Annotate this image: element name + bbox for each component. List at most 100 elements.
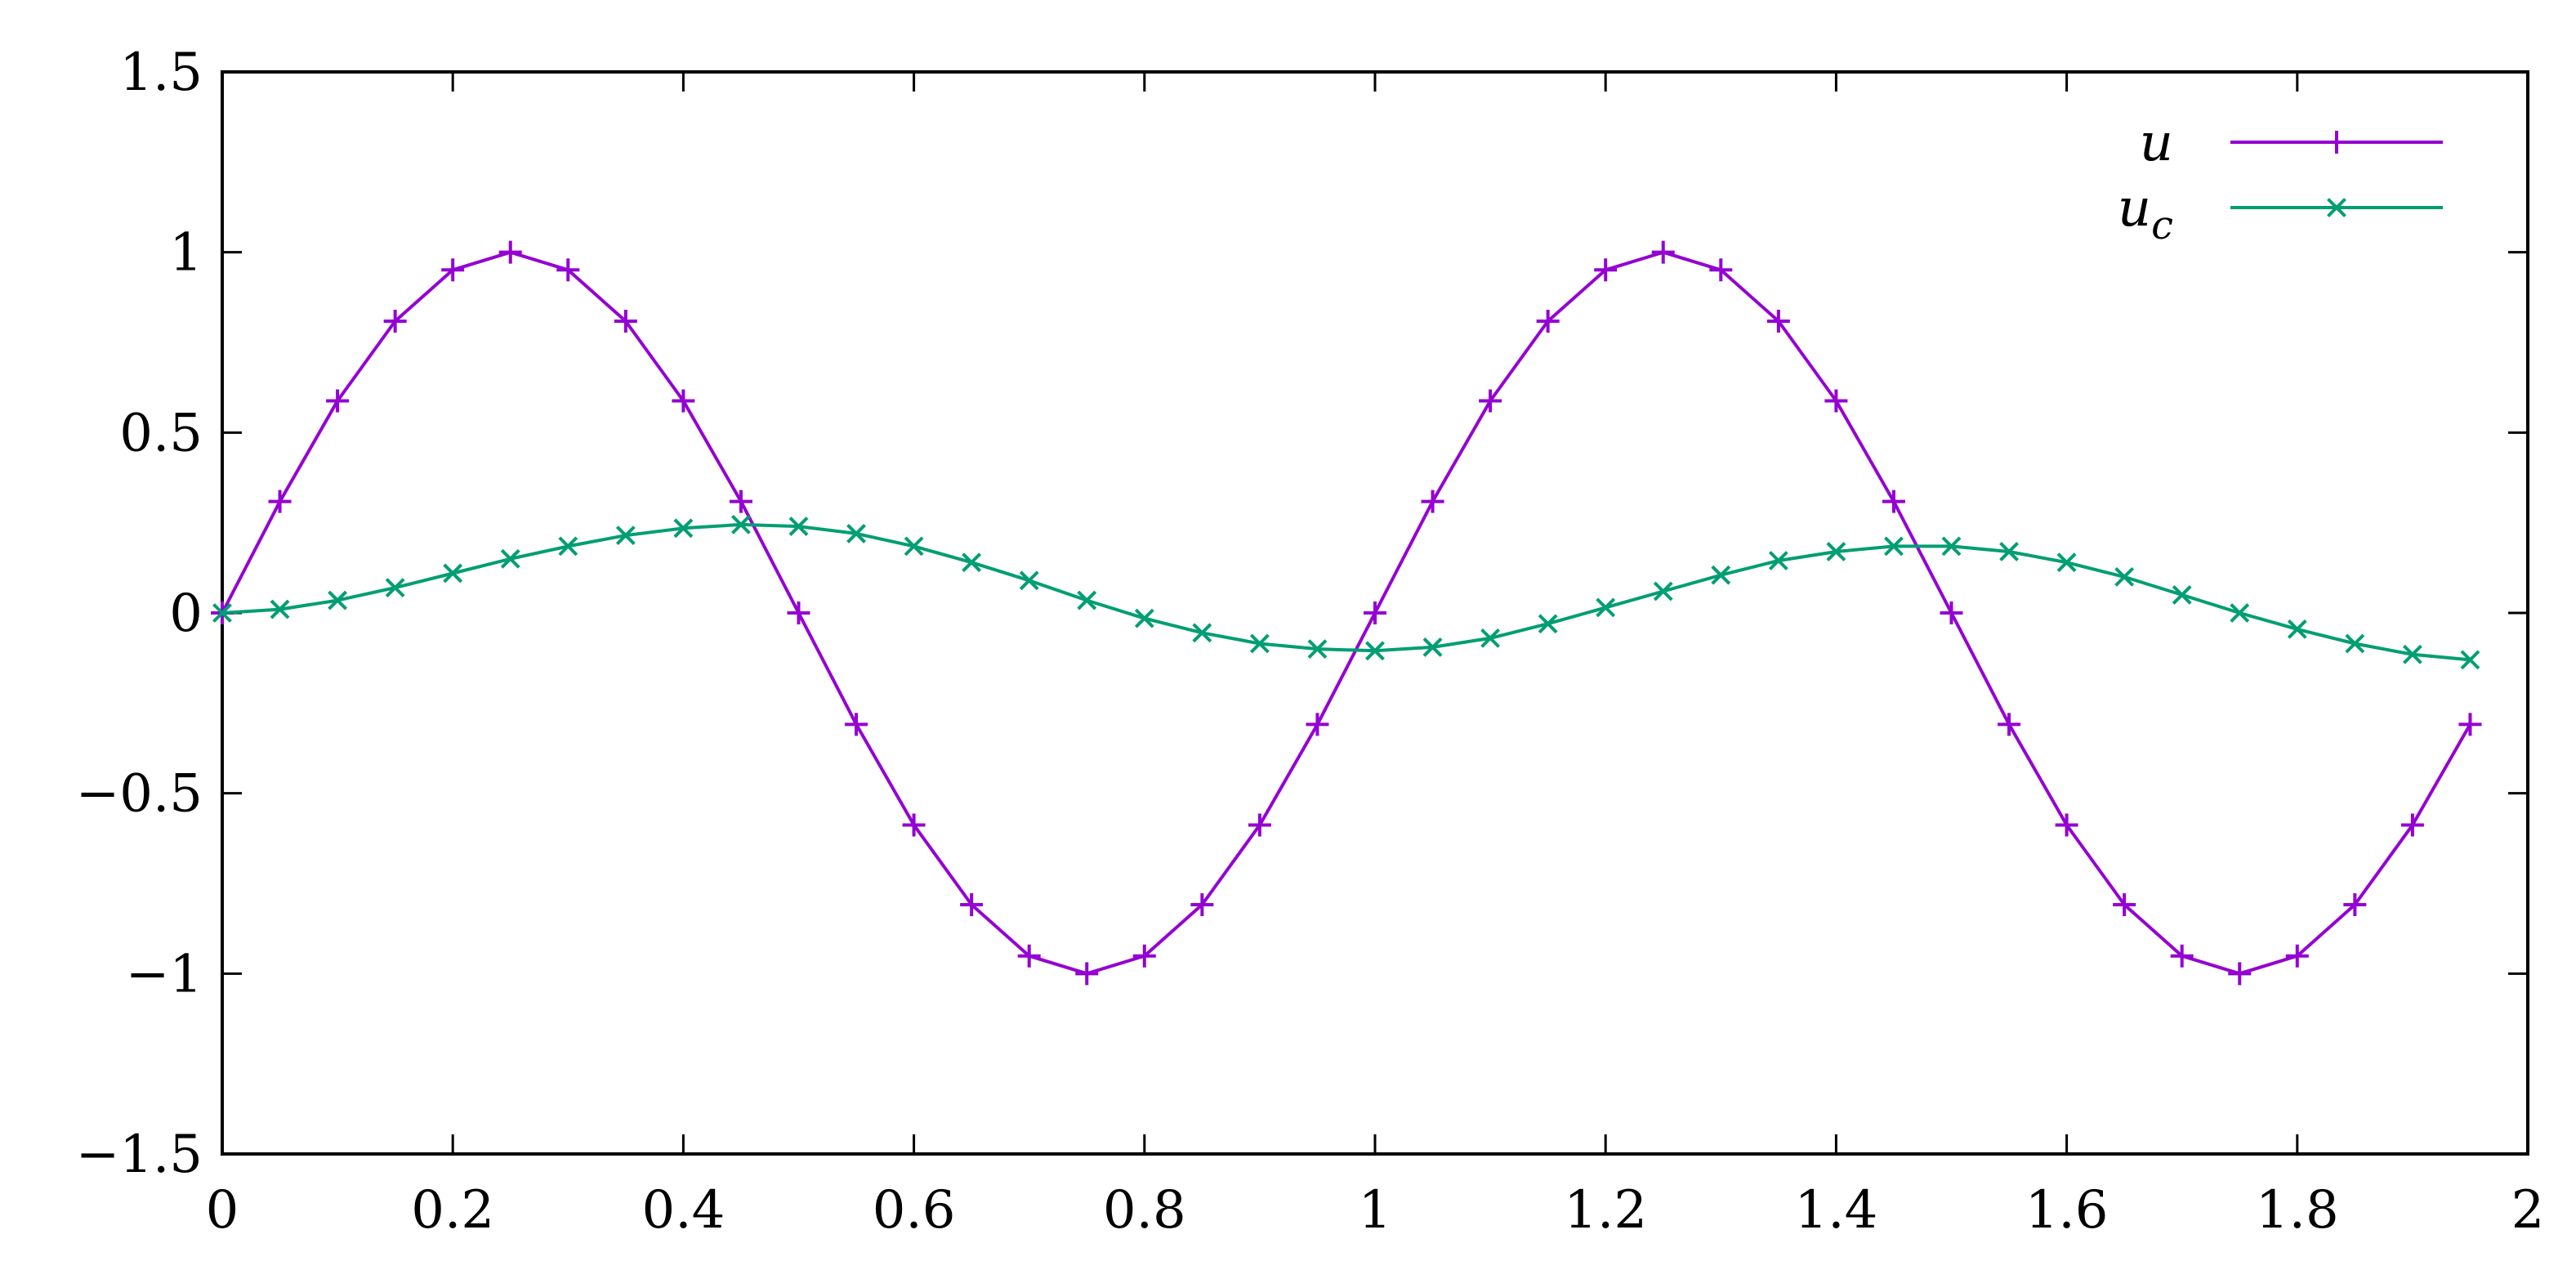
legend-label-subscript: c: [2151, 203, 2173, 248]
series-line: [221, 522, 2471, 662]
data-point: [1306, 713, 1329, 736]
data-point: [1651, 240, 1675, 264]
data-point: [2402, 644, 2422, 664]
x-tick-label: 0.4: [642, 1180, 725, 1241]
data-point: [1711, 565, 1731, 585]
data-point: [1596, 597, 1616, 618]
y-tick-label: 0.5: [119, 403, 203, 463]
data-point: [902, 813, 926, 837]
data-point: [2345, 633, 2365, 654]
data-point: [1999, 542, 2019, 561]
data-point: [1941, 536, 1962, 557]
data-point: [1709, 258, 1733, 282]
data-point: [556, 258, 580, 282]
series-layer: [211, 240, 2482, 986]
data-point: [1826, 542, 1846, 561]
data-point: [845, 713, 868, 736]
y-tick-label: −1.5: [76, 1125, 203, 1185]
axes: 0 0.2 0.4 0.6 0.8 1 1.2 1.4 1.6 1.8 2 −1.5 −1 −0.5 0 0.…: [76, 42, 2545, 1241]
data-point: [1480, 628, 1501, 648]
data-point: [498, 240, 522, 264]
data-point: [2460, 650, 2480, 670]
series-uc: [212, 514, 2480, 670]
data-point: [1479, 389, 1502, 413]
data-point: [2114, 566, 2135, 587]
x-tick-label: 1.8: [2256, 1180, 2339, 1241]
x-tick-label: 1.2: [1564, 1180, 1647, 1241]
data-point: [1075, 962, 1099, 986]
series-u: [211, 240, 2482, 986]
data-point: [2325, 131, 2348, 154]
data-point: [1307, 639, 1328, 660]
y-tick-label: 1: [169, 223, 203, 284]
data-point: [2172, 585, 2192, 605]
data-point: [787, 601, 810, 624]
y-tick-label: −1: [126, 944, 203, 1004]
legend-label: uc: [2118, 178, 2173, 248]
data-point: [1884, 536, 1904, 557]
data-point: [2055, 813, 2078, 837]
legend: uuc: [2118, 113, 2443, 248]
legend-label-text: u: [2118, 178, 2151, 239]
data-point: [500, 548, 520, 569]
data-point: [614, 309, 637, 333]
data-point: [2285, 944, 2309, 968]
data-point: [268, 490, 292, 513]
data-point: [2170, 944, 2194, 968]
data-point: [2343, 893, 2367, 917]
x-tick-label: 1.6: [2025, 1180, 2109, 1241]
y-tick-label: 0: [169, 584, 203, 644]
data-point: [2230, 603, 2250, 623]
data-point: [1017, 944, 1041, 968]
data-point: [962, 552, 982, 573]
data-point: [1077, 590, 1097, 610]
data-point: [731, 514, 751, 534]
data-point: [2287, 619, 2307, 639]
data-point: [270, 599, 290, 619]
data-point: [1190, 893, 1214, 917]
x-tick-label: 0.6: [873, 1180, 956, 1241]
data-point: [385, 578, 405, 598]
data-point: [2400, 813, 2424, 837]
data-point: [1249, 633, 1270, 654]
data-point: [1019, 570, 1039, 591]
x-tick-label: 2: [2511, 1180, 2545, 1241]
data-point: [1132, 944, 1156, 968]
data-point: [729, 490, 752, 513]
x-tick-label: 1: [1359, 1180, 1392, 1241]
x-tick-label: 0: [206, 1180, 239, 1241]
data-point: [960, 893, 984, 917]
data-point: [1538, 614, 1558, 634]
data-point: [326, 389, 350, 413]
data-point: [1536, 309, 1560, 333]
data-point: [1421, 490, 1444, 513]
x-tick-label: 0.2: [411, 1180, 494, 1241]
data-point: [558, 536, 578, 557]
legend-label-text: u: [2140, 113, 2173, 173]
data-point: [846, 523, 866, 543]
data-point: [2056, 552, 2077, 573]
data-point: [328, 590, 348, 610]
data-point: [1882, 490, 1905, 513]
legend-item: uc: [2118, 178, 2443, 248]
x-tick-label: 0.8: [1103, 1180, 1186, 1241]
data-point: [212, 603, 232, 623]
data-point: [1365, 641, 1385, 661]
data-point: [672, 389, 695, 413]
series-line: [221, 250, 2472, 976]
y-tick-label: −0.5: [76, 764, 203, 825]
legend-label: u: [2140, 113, 2173, 173]
x-tick-label: 1.4: [1795, 1180, 1878, 1241]
data-point: [1766, 309, 1790, 333]
data-point: [383, 309, 407, 333]
data-point: [2458, 713, 2482, 736]
data-point: [2228, 962, 2252, 986]
data-point: [1192, 623, 1212, 643]
y-tick-label: 1.5: [119, 42, 203, 103]
data-point: [1653, 581, 1673, 601]
data-point: [2113, 893, 2136, 917]
data-point: [443, 563, 463, 584]
legend-item: u: [2140, 113, 2443, 173]
data-point: [2327, 198, 2346, 217]
data-point: [1422, 637, 1443, 657]
